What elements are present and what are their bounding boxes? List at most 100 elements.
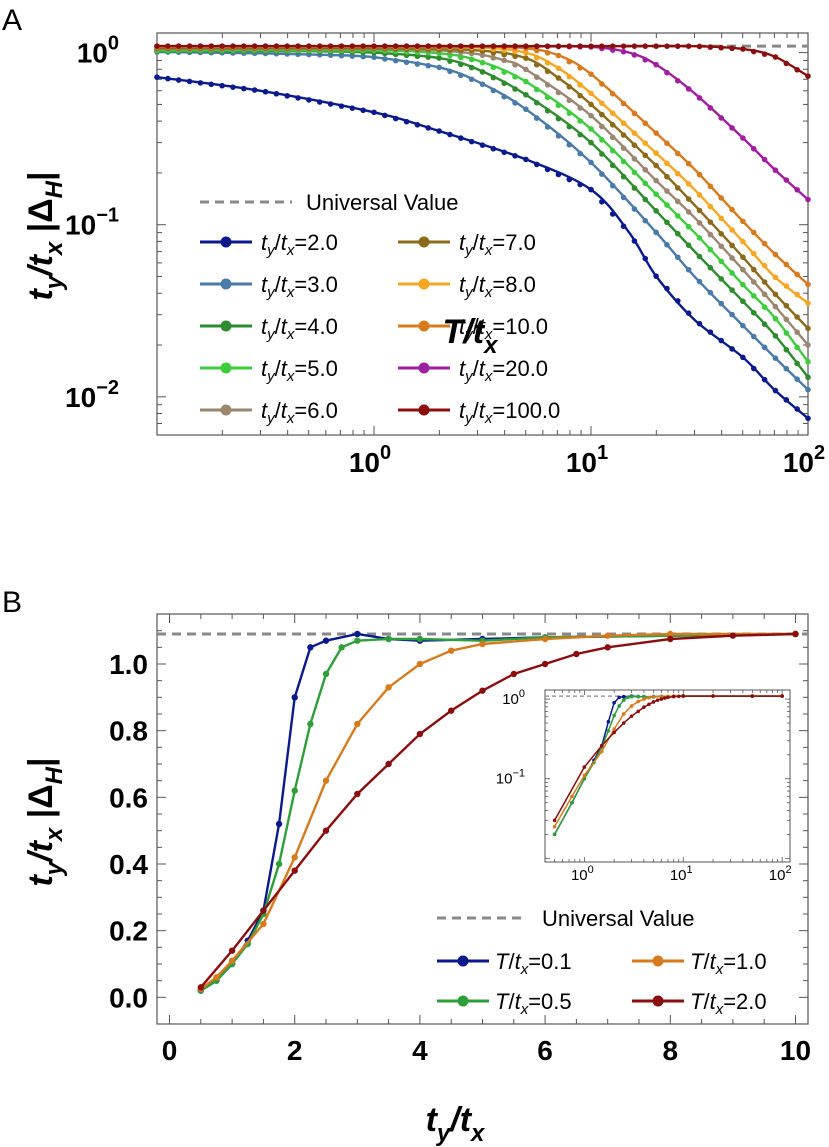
- panel-a-point: [414, 53, 421, 60]
- inset-point: [629, 704, 634, 708]
- legend-b-label-0.5: T/tx=0.5: [495, 989, 572, 1018]
- panel-a-point: [805, 386, 811, 393]
- panel-a-point: [512, 153, 518, 159]
- panel-a-frame: [156, 32, 809, 436]
- inset-point: [666, 695, 670, 700]
- panel-a-point: [740, 266, 746, 273]
- inset-point: [621, 721, 626, 725]
- panel-a-point: [805, 281, 811, 288]
- panel-a-point: [566, 73, 573, 80]
- panel-a-point: [783, 330, 790, 336]
- panel-a-point: [620, 158, 627, 165]
- panel-a-point: [577, 82, 583, 88]
- panel-a-point: [696, 320, 703, 327]
- panel-a-point: [241, 43, 247, 49]
- inset-ytick-label: 100: [502, 688, 525, 708]
- panel-a-point: [805, 325, 811, 332]
- legend-b-universal-label: Universal Value: [542, 906, 694, 931]
- panel-a-point: [750, 250, 757, 257]
- panel-a-point: [609, 90, 616, 97]
- panel-a-point: [750, 229, 757, 236]
- panel-a-point: [577, 118, 583, 124]
- panel-a-point: [729, 255, 735, 261]
- inset-point: [612, 727, 616, 731]
- panel-b-point: [291, 867, 298, 874]
- inset-point: [750, 694, 755, 698]
- panel-a-point: [523, 49, 529, 56]
- panel-a-point: [588, 126, 594, 132]
- panel-a-point: [609, 162, 616, 169]
- panel-a-point: [599, 137, 605, 143]
- panel-a-point: [642, 196, 649, 203]
- panel-a-point: [620, 194, 627, 201]
- panel-a-point: [544, 166, 551, 173]
- panel-a-point: [577, 150, 583, 157]
- panel-a-point: [165, 43, 171, 49]
- inset-point: [659, 694, 664, 699]
- legend-a-label-100.0: ty/tx=100.0: [459, 398, 560, 427]
- panel-a-point: [729, 227, 735, 233]
- panel-a-point: [577, 181, 583, 188]
- panel-a-point: [631, 110, 638, 117]
- panel-a-point: [577, 43, 583, 49]
- panel-a-point: [577, 65, 583, 71]
- panel-a-point: [533, 115, 540, 121]
- panel-a-point: [447, 68, 453, 75]
- panel-b-point: [541, 660, 549, 668]
- panel-a-point: [382, 43, 388, 49]
- panel-a-point: [273, 43, 280, 49]
- panel-a-point: [772, 387, 779, 394]
- panel-a-point: [512, 100, 518, 106]
- panel-a-point: [414, 121, 421, 128]
- panel-a-point: [436, 55, 442, 61]
- panel-a-point: [544, 68, 551, 75]
- panel-a-point: [414, 43, 421, 49]
- panel-a-point: [599, 123, 605, 130]
- legend-a-universal-label: Universal Value: [306, 190, 458, 215]
- panel-a-point: [609, 182, 616, 189]
- panel-a-point: [620, 173, 627, 180]
- inset-point: [621, 694, 626, 699]
- panel-a-point: [783, 283, 790, 289]
- panel-a-point: [284, 93, 291, 99]
- panel-a-point: [588, 43, 594, 49]
- panel-a-point: [740, 254, 746, 260]
- panel-a-point: [794, 186, 800, 193]
- panel-a-point: [490, 87, 497, 94]
- panel-a-point: [707, 289, 714, 296]
- panel-b-point: [416, 660, 424, 668]
- panel-a-point: [696, 235, 703, 241]
- panel-a-point: [219, 82, 225, 89]
- panel-a-point: [729, 311, 735, 318]
- panel-a-point: [599, 198, 605, 205]
- panel-a-point: [620, 43, 627, 49]
- panel-b-point: [275, 860, 283, 868]
- panel-a-point: [696, 220, 703, 226]
- panel-a-point: [696, 192, 703, 198]
- panel-a-point: [197, 80, 204, 86]
- panel-b-point: [322, 637, 330, 644]
- inset-point: [651, 700, 656, 704]
- inset-point: [612, 730, 616, 735]
- panel-a-point: [490, 43, 497, 49]
- panel-a-point: [512, 74, 518, 80]
- panel-a-point: [371, 109, 377, 116]
- panel-a-point: [392, 115, 399, 122]
- inset-point: [629, 694, 634, 699]
- panel-a-point: [544, 107, 551, 114]
- panel-a-point: [284, 43, 291, 49]
- panel-a-point: [707, 231, 714, 238]
- panel-a-point: [794, 271, 800, 278]
- panel-a-point: [729, 206, 735, 213]
- panel-a-point: [794, 291, 800, 298]
- panel-a-point: [479, 142, 486, 148]
- panel-a-point: [772, 274, 779, 281]
- panel-a-point: [599, 171, 605, 177]
- panel-a-point: [577, 92, 583, 99]
- panel-a-point: [740, 281, 746, 288]
- panel-a-point: [805, 196, 811, 203]
- panel-a-point: [349, 53, 356, 59]
- panel-a-point: [512, 62, 518, 68]
